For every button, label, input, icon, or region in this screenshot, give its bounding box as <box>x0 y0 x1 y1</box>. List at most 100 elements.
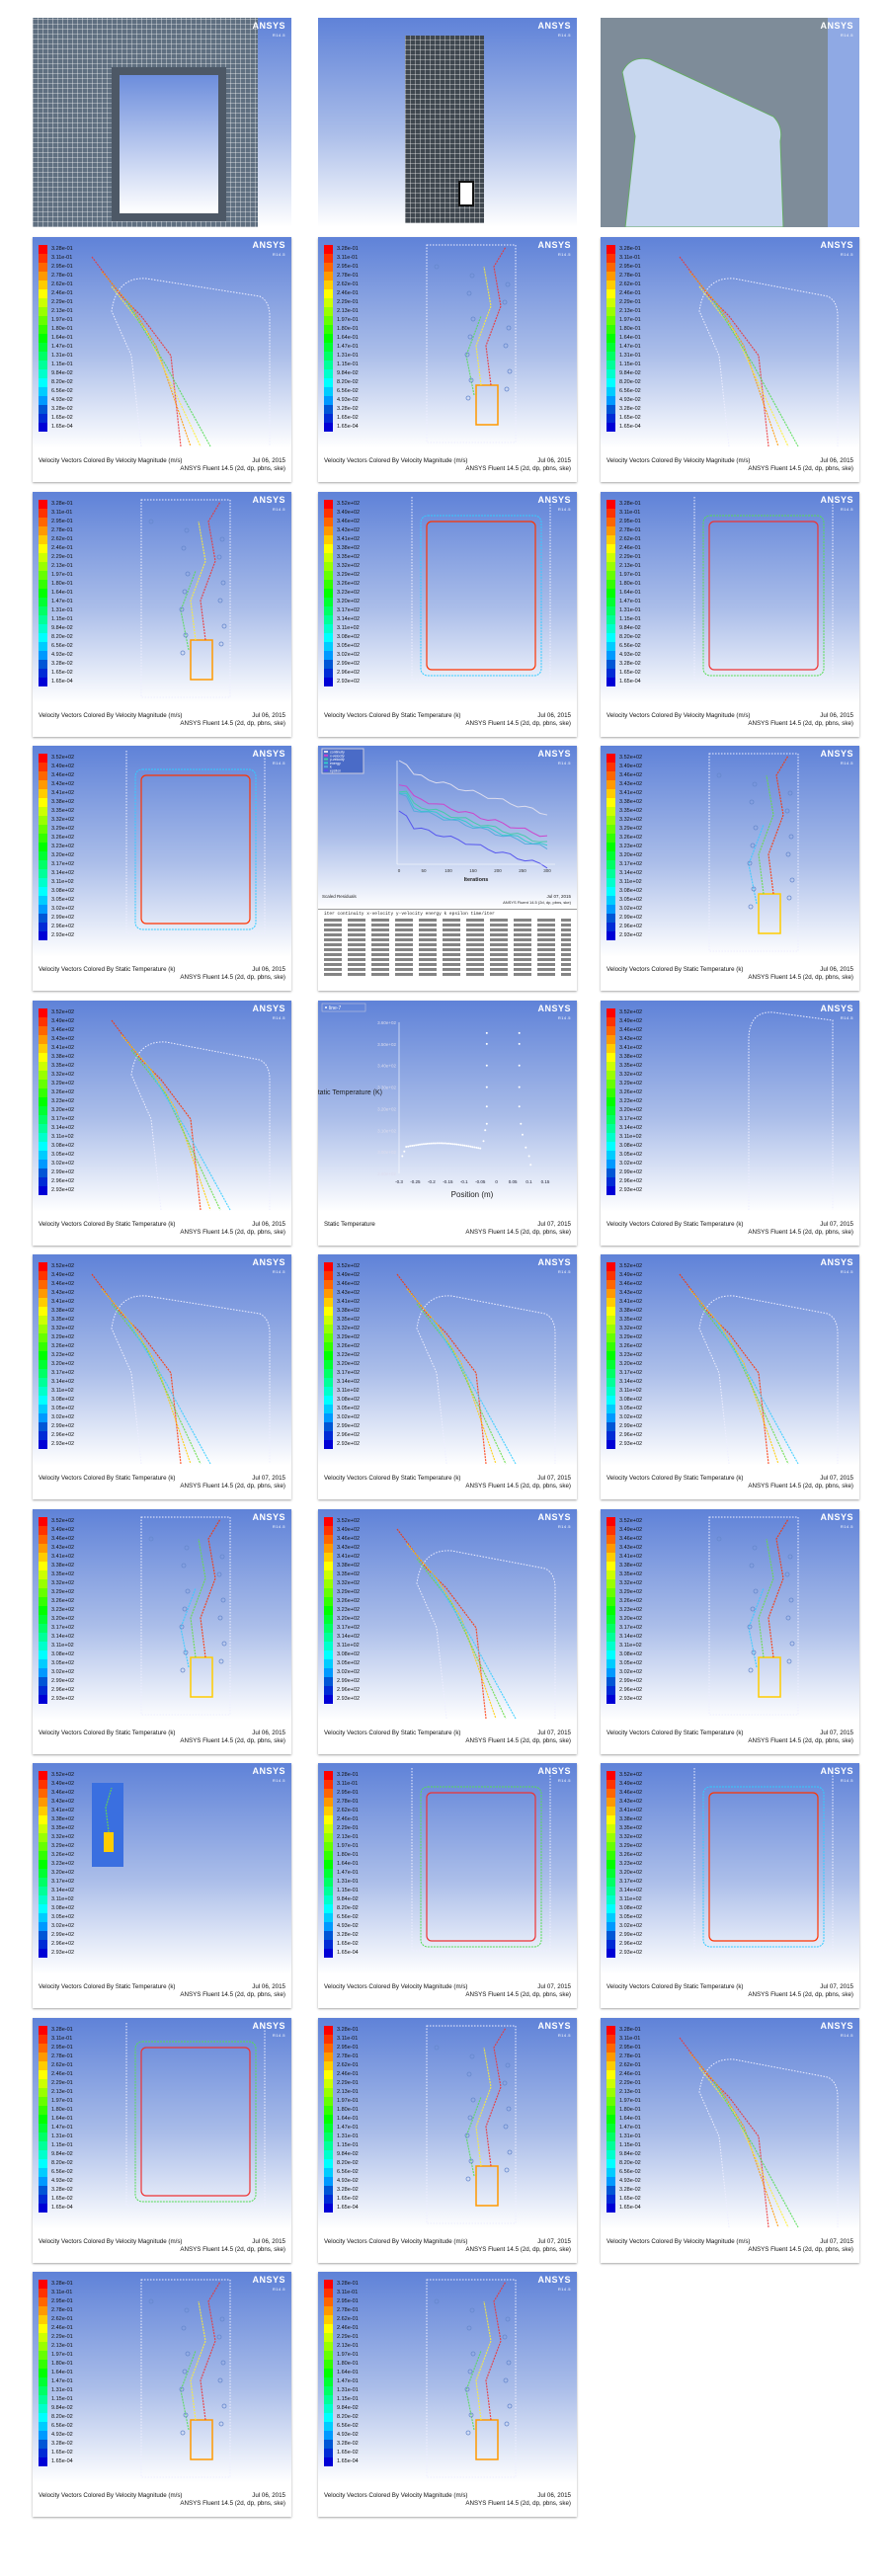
legend-label: 1.97e-01 <box>619 571 641 578</box>
data-point <box>485 1122 488 1125</box>
legend-label: 3.05e+02 <box>619 897 643 903</box>
legend-swatch <box>606 2194 615 2204</box>
legend-swatch <box>39 543 47 553</box>
domain-outline <box>426 2025 517 2223</box>
legend-swatch <box>39 1685 47 1695</box>
result-image[interactable]: 3.52e+02 3.49e+02 3.46e+02 3.43e+02 3.41e+02… <box>33 746 291 991</box>
legend-label: 3.08e+02 <box>51 888 75 894</box>
legend-swatch <box>606 860 615 869</box>
legend-label: 3.38e+02 <box>619 1562 643 1569</box>
legend-label: 2.96e+02 <box>619 1941 643 1947</box>
legend-swatch <box>39 2386 47 2395</box>
mesh-image[interactable]: ANSYS R14.5 <box>33 18 291 227</box>
legend-swatch <box>39 1587 47 1597</box>
vortex-mark <box>221 2403 227 2409</box>
result-image[interactable]: 3.52e+02 3.49e+02 3.46e+02 3.43e+02 3.41e+02… <box>318 1508 577 1754</box>
legend-label: 3.05e+02 <box>619 1151 643 1158</box>
legend-swatch <box>39 414 47 423</box>
date-stamp: Jul 06, 2015 <box>537 2492 571 2499</box>
result-image[interactable]: 3.28e-01 3.11e-01 2.95e-01 2.78e-01 2.62e-01… <box>33 2272 291 2517</box>
heated-box <box>475 384 499 426</box>
legend-swatch <box>324 387 333 396</box>
legend-label: 3.29e+02 <box>619 826 643 832</box>
legend-label: 3.41e+02 <box>51 1808 75 1813</box>
heated-box <box>190 638 213 681</box>
vortex-mark <box>504 2167 510 2172</box>
date-stamp: Jul 07, 2015 <box>537 2237 571 2245</box>
result-image[interactable]: 3.28e-01 3.11e-01 2.95e-01 2.78e-01 2.62e-01… <box>33 2017 291 2263</box>
legend-swatch <box>39 1798 47 1807</box>
result-image[interactable]: 3.52e+02 3.49e+02 3.46e+02 3.43e+02 3.41e+02… <box>318 1254 577 1499</box>
legend-label: 6.56e-02 <box>51 2423 73 2429</box>
result-image[interactable]: 3.28e-01 3.11e-01 2.95e-01 2.78e-01 2.62e-01… <box>33 237 291 482</box>
legend-swatch <box>324 2413 333 2422</box>
vortex-mark <box>218 1658 224 1663</box>
result-image[interactable]: 3.52e+02 3.49e+02 3.46e+02 3.43e+02 3.41e+02… <box>601 746 859 991</box>
solver-console[interactable]: iter continuity x-velocity y-velocity en… <box>318 909 577 991</box>
result-image[interactable]: 3.52e+02 3.49e+02 3.46e+02 3.43e+02 3.41e+02… <box>318 491 577 737</box>
legend-swatch <box>39 1360 47 1369</box>
result-image[interactable]: 3.28e-01 3.11e-01 2.95e-01 2.78e-01 2.62e-01… <box>601 2017 859 2263</box>
result-image[interactable]: 3.28e-01 3.11e-01 2.95e-01 2.78e-01 2.62e-01… <box>318 2272 577 2517</box>
data-point <box>485 1086 488 1088</box>
data-point <box>473 1146 476 1148</box>
y-tick-label: 2.90e+02 <box>377 1171 396 1176</box>
legend-swatch <box>606 1396 615 1405</box>
result-image[interactable]: 3.52e+02 3.49e+02 3.46e+02 3.43e+02 3.41e+02… <box>33 1763 291 2008</box>
legend-label: 3.26e+02 <box>619 1852 643 1858</box>
legend-swatch <box>324 1650 333 1659</box>
legend-swatch <box>324 414 333 423</box>
vortex-mark <box>218 2421 224 2427</box>
heated-body <box>708 520 819 671</box>
legend-label: 3.43e+02 <box>619 1035 643 1042</box>
legend-label: 2.78e-01 <box>337 273 359 279</box>
x-axis-label: Iterations <box>464 877 489 883</box>
mesh-image[interactable]: ANSYS R14.5 <box>601 18 859 227</box>
result-image[interactable]: 0 50 100 150 200 250 300 Iterations continuity x-… <box>318 746 577 991</box>
legend-label: 1.97e-01 <box>337 2352 359 2358</box>
legend-swatch <box>324 1289 333 1298</box>
result-image[interactable]: 3.28e-01 3.11e-01 2.95e-01 2.78e-01 2.62e-01… <box>318 237 577 482</box>
result-image[interactable]: 3.52e+02 3.49e+02 3.46e+02 3.43e+02 3.41e+02… <box>33 1000 291 1246</box>
result-image[interactable]: line-7 3.60e+02 3.50e+02 3.40e+02 3.30e+02 3.… <box>318 1000 577 1246</box>
legend-label: 2.95e-01 <box>337 2044 359 2051</box>
vortex-mark <box>182 2369 188 2375</box>
x-tick-label: 100 <box>444 868 452 873</box>
legend-label: 3.35e+02 <box>51 1317 75 1323</box>
ansys-logo: ANSYS R14.5 <box>537 240 571 258</box>
data-point <box>449 1142 452 1145</box>
mesh-image[interactable]: ANSYS R14.5 <box>318 18 577 227</box>
legend-label: 3.43e+02 <box>619 1799 643 1805</box>
data-point <box>479 1147 482 1150</box>
result-image[interactable]: 3.28e-01 3.11e-01 2.95e-01 2.78e-01 2.62e-01… <box>601 491 859 737</box>
date-stamp: Jul 07, 2015 <box>537 1983 571 1990</box>
x-tick-label: 0.15 <box>541 1179 550 1184</box>
result-image[interactable]: 3.52e+02 3.49e+02 3.46e+02 3.43e+02 3.41e+02… <box>601 1000 859 1246</box>
result-image[interactable]: 3.28e-01 3.11e-01 2.95e-01 2.78e-01 2.62e-01… <box>318 1763 577 2008</box>
result-image[interactable]: 3.52e+02 3.49e+02 3.46e+02 3.43e+02 3.41e+02… <box>601 1254 859 1499</box>
legend-label: 1.80e-01 <box>337 2361 359 2367</box>
legend-swatch <box>324 2324 333 2333</box>
legend-swatch <box>606 1605 615 1615</box>
legend-label: 1.47e-01 <box>619 344 641 350</box>
result-image[interactable]: 3.52e+02 3.49e+02 3.46e+02 3.43e+02 3.41e+02… <box>33 1508 291 1754</box>
legend-swatch <box>606 1271 615 1280</box>
vortex-mark <box>148 519 154 523</box>
legend-label: 3.17e+02 <box>619 1879 643 1885</box>
data-point <box>425 1142 427 1145</box>
legend-swatch <box>324 2087 333 2097</box>
legend-label: 1.80e-01 <box>337 1852 359 1858</box>
legend-swatch <box>324 1325 333 1333</box>
result-image[interactable]: 3.52e+02 3.49e+02 3.46e+02 3.43e+02 3.41e+02… <box>601 1508 859 1754</box>
result-image[interactable]: 3.52e+02 3.49e+02 3.46e+02 3.43e+02 3.41e+02… <box>33 1254 291 1499</box>
legend-label: 3.32e+02 <box>51 1071 75 1078</box>
result-image[interactable]: 3.28e-01 3.11e-01 2.95e-01 2.78e-01 2.62e-01… <box>601 237 859 482</box>
x-tick-label: 50 <box>421 868 427 873</box>
legend-swatch <box>606 843 615 851</box>
result-image[interactable]: 3.28e-01 3.11e-01 2.95e-01 2.78e-01 2.62e-01… <box>318 2017 577 2263</box>
result-image[interactable]: 3.52e+02 3.49e+02 3.46e+02 3.43e+02 3.41e+02… <box>601 1763 859 2008</box>
legend-label: 1.64e-01 <box>619 589 641 596</box>
legend-label: 3.11e+02 <box>337 624 360 631</box>
domain-outline <box>748 1010 834 1210</box>
result-image[interactable]: 3.28e-01 3.11e-01 2.95e-01 2.78e-01 2.62e-01… <box>33 491 291 737</box>
